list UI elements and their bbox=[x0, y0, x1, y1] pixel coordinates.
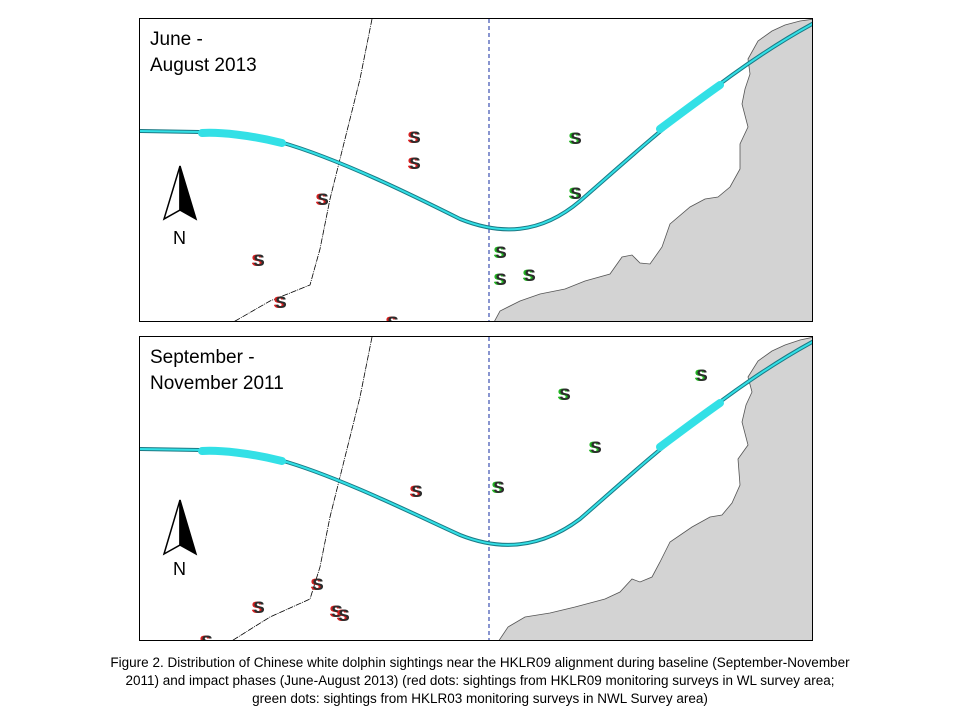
red-sighting-marker: SS bbox=[329, 602, 342, 621]
red-sighting-marker: SS bbox=[251, 598, 264, 617]
svg-text:S: S bbox=[331, 602, 342, 621]
svg-text:S: S bbox=[588, 438, 599, 457]
svg-text:S: S bbox=[275, 293, 286, 312]
green-sighting-marker: SS bbox=[522, 266, 535, 285]
alignment-route-widening bbox=[656, 81, 724, 133]
alignment-route-widening bbox=[198, 128, 286, 147]
svg-text:S: S bbox=[495, 270, 506, 289]
svg-text:S: S bbox=[570, 184, 581, 203]
green-sighting-marker: SS bbox=[491, 478, 504, 497]
red-sighting-marker: SS bbox=[315, 190, 328, 209]
svg-text:S: S bbox=[696, 366, 707, 385]
svg-text:S: S bbox=[493, 478, 504, 497]
green-sighting-marker: SS bbox=[568, 129, 581, 148]
svg-text:S: S bbox=[336, 606, 347, 625]
svg-text:S: S bbox=[409, 482, 420, 501]
svg-text:S: S bbox=[338, 606, 349, 625]
caption-line: Figure 2. Distribution of Chinese white … bbox=[110, 655, 850, 670]
svg-text:S: S bbox=[253, 251, 264, 270]
svg-text:S: S bbox=[590, 438, 601, 457]
red-sighting-marker: SS bbox=[407, 154, 420, 173]
green-sighting-marker: SS bbox=[493, 270, 506, 289]
panel-title: September - November 2011 bbox=[150, 347, 284, 394]
svg-text:S: S bbox=[312, 575, 323, 594]
svg-text:S: S bbox=[407, 128, 418, 147]
survey-boundary-line bbox=[234, 19, 373, 321]
green-sighting-marker: SS bbox=[588, 438, 601, 457]
land-area bbox=[498, 337, 812, 640]
red-sighting-marker: SS bbox=[251, 251, 264, 270]
green-sighting-marker: SS bbox=[493, 243, 506, 262]
survey-boundary-line bbox=[232, 337, 373, 640]
svg-text:S: S bbox=[201, 632, 212, 641]
alignment-route-widening bbox=[656, 399, 724, 451]
north-arrow bbox=[162, 165, 198, 221]
svg-text:S: S bbox=[251, 251, 262, 270]
land-area bbox=[494, 19, 812, 321]
alignment-route-widening bbox=[198, 446, 286, 465]
caption-line: green dots: sightings from HKLR03 monito… bbox=[252, 691, 708, 706]
svg-text:S: S bbox=[491, 478, 502, 497]
red-sighting-marker: SS bbox=[385, 313, 398, 322]
green-sighting-marker: SS bbox=[694, 366, 707, 385]
svg-text:S: S bbox=[251, 598, 262, 617]
svg-text:S: S bbox=[387, 313, 398, 322]
svg-text:S: S bbox=[559, 385, 570, 404]
svg-text:S: S bbox=[524, 266, 535, 285]
svg-text:S: S bbox=[273, 293, 284, 312]
svg-text:S: S bbox=[493, 243, 504, 262]
svg-text:S: S bbox=[493, 270, 504, 289]
svg-text:S: S bbox=[495, 243, 506, 262]
green-sighting-marker: SS bbox=[568, 184, 581, 203]
svg-text:S: S bbox=[411, 482, 422, 501]
svg-text:S: S bbox=[199, 632, 210, 641]
caption-line: 2011) and impact phases (June-August 201… bbox=[125, 673, 835, 688]
red-sighting-marker: SS bbox=[336, 606, 349, 625]
svg-text:S: S bbox=[315, 190, 326, 209]
svg-text:S: S bbox=[694, 366, 705, 385]
north-arrow bbox=[162, 499, 198, 556]
svg-text:S: S bbox=[568, 184, 579, 203]
svg-text:S: S bbox=[317, 190, 328, 209]
svg-text:S: S bbox=[568, 129, 579, 148]
svg-text:S: S bbox=[253, 598, 264, 617]
red-sighting-marker: SS bbox=[409, 482, 422, 501]
panel-title: June - August 2013 bbox=[150, 29, 257, 76]
north-label: N bbox=[173, 228, 186, 248]
svg-text:S: S bbox=[557, 385, 568, 404]
svg-text:S: S bbox=[570, 129, 581, 148]
svg-text:S: S bbox=[310, 575, 321, 594]
red-sighting-marker: SS bbox=[407, 128, 420, 147]
figure-caption: Figure 2. Distribution of Chinese white … bbox=[30, 654, 930, 708]
north-label: N bbox=[173, 559, 186, 579]
red-sighting-marker: SS bbox=[199, 632, 212, 641]
svg-text:S: S bbox=[409, 128, 420, 147]
red-sighting-marker: SS bbox=[273, 293, 286, 312]
svg-text:S: S bbox=[385, 313, 396, 322]
svg-text:S: S bbox=[407, 154, 418, 173]
red-sighting-marker: SS bbox=[310, 575, 323, 594]
green-sighting-marker: SS bbox=[557, 385, 570, 404]
svg-text:S: S bbox=[329, 602, 340, 621]
svg-text:S: S bbox=[409, 154, 420, 173]
svg-text:S: S bbox=[522, 266, 533, 285]
